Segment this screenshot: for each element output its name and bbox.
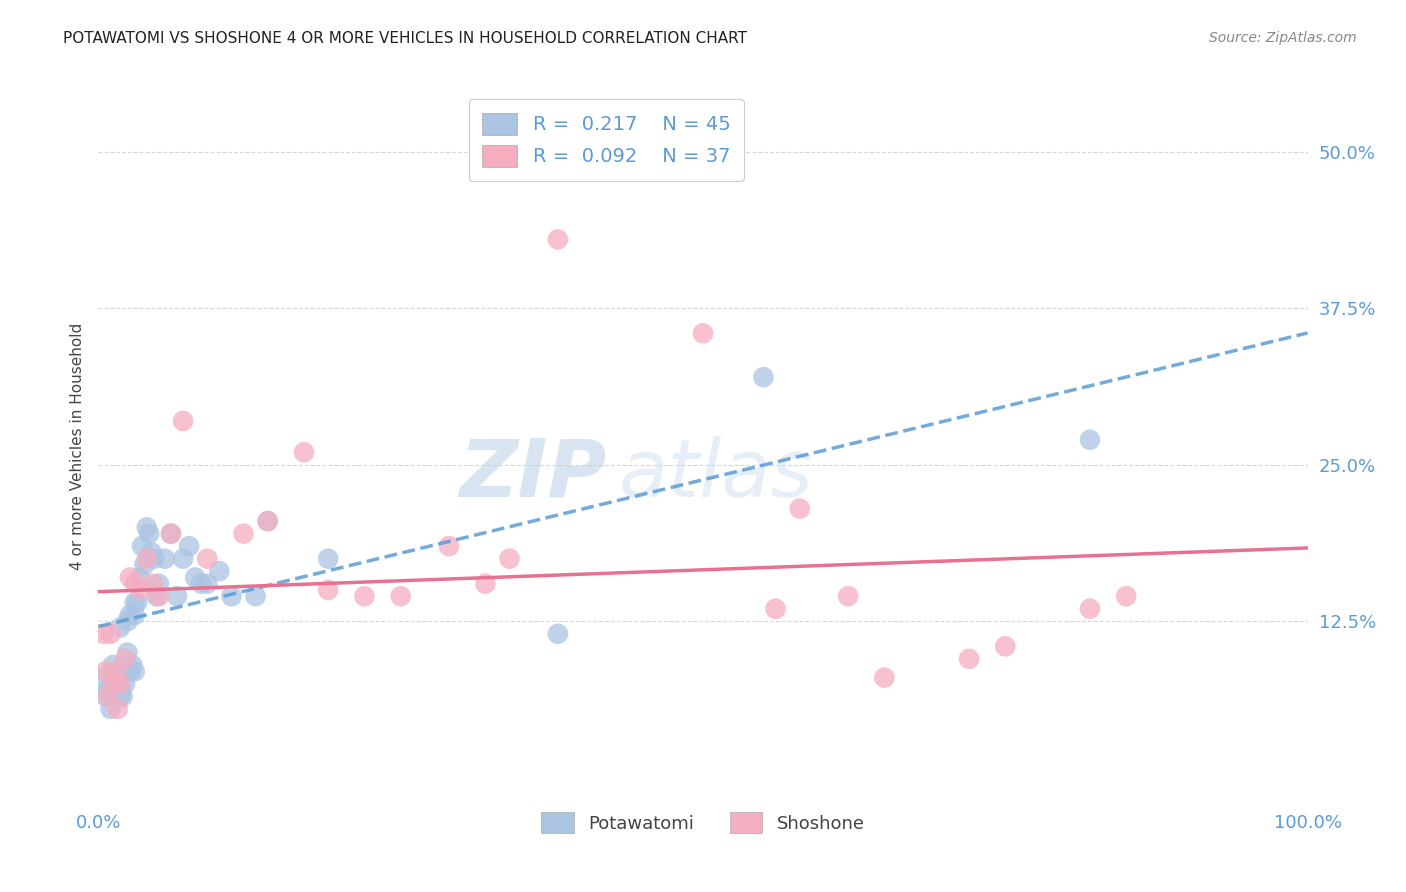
Point bbox=[97, 683, 120, 698]
Point bbox=[547, 627, 569, 641]
Point bbox=[118, 665, 141, 679]
Point bbox=[135, 520, 157, 534]
Point bbox=[117, 646, 139, 660]
Point bbox=[292, 445, 315, 459]
Point bbox=[221, 589, 243, 603]
Point bbox=[128, 570, 150, 584]
Point bbox=[108, 621, 131, 635]
Point bbox=[160, 526, 183, 541]
Point bbox=[134, 558, 156, 572]
Point bbox=[498, 551, 520, 566]
Point bbox=[117, 614, 139, 628]
Point bbox=[124, 576, 146, 591]
Point bbox=[789, 501, 811, 516]
Point bbox=[172, 551, 194, 566]
Point bbox=[138, 526, 160, 541]
Point bbox=[547, 232, 569, 246]
Point bbox=[873, 671, 896, 685]
Point bbox=[108, 690, 131, 704]
Point bbox=[100, 702, 122, 716]
Point bbox=[166, 589, 188, 603]
Point bbox=[135, 551, 157, 566]
Point bbox=[124, 607, 146, 622]
Point bbox=[94, 665, 117, 679]
Text: POTAWATOMI VS SHOSHONE 4 OR MORE VEHICLES IN HOUSEHOLD CORRELATION CHART: POTAWATOMI VS SHOSHONE 4 OR MORE VEHICLE… bbox=[63, 31, 747, 46]
Point bbox=[101, 658, 124, 673]
Point bbox=[107, 665, 129, 679]
Point bbox=[353, 589, 375, 603]
Point bbox=[957, 652, 980, 666]
Point bbox=[141, 545, 163, 559]
Point bbox=[97, 690, 120, 704]
Point bbox=[190, 576, 212, 591]
Point bbox=[121, 658, 143, 673]
Point bbox=[100, 627, 122, 641]
Point bbox=[145, 589, 167, 603]
Point bbox=[101, 677, 124, 691]
Point bbox=[1115, 589, 1137, 603]
Point bbox=[118, 607, 141, 622]
Point bbox=[124, 665, 146, 679]
Point bbox=[208, 564, 231, 578]
Point bbox=[111, 690, 134, 704]
Point bbox=[114, 677, 136, 691]
Point bbox=[256, 514, 278, 528]
Point bbox=[148, 576, 170, 591]
Point bbox=[184, 570, 207, 584]
Point bbox=[104, 665, 127, 679]
Point bbox=[437, 539, 460, 553]
Point bbox=[124, 595, 146, 609]
Point bbox=[131, 539, 153, 553]
Point bbox=[91, 671, 114, 685]
Point bbox=[148, 589, 170, 603]
Point bbox=[474, 576, 496, 591]
Point bbox=[256, 514, 278, 528]
Point bbox=[245, 589, 267, 603]
Point bbox=[316, 582, 339, 597]
Point bbox=[692, 326, 714, 341]
Point bbox=[765, 601, 787, 615]
Point bbox=[142, 576, 165, 591]
Point bbox=[179, 539, 201, 553]
Point bbox=[104, 677, 127, 691]
Point bbox=[195, 576, 218, 591]
Point bbox=[172, 414, 194, 428]
Point bbox=[143, 551, 166, 566]
Point bbox=[389, 589, 412, 603]
Point bbox=[153, 551, 176, 566]
Point bbox=[837, 589, 859, 603]
Text: atlas: atlas bbox=[619, 435, 813, 514]
Text: ZIP: ZIP bbox=[458, 435, 606, 514]
Point bbox=[994, 640, 1017, 654]
Point bbox=[107, 702, 129, 716]
Point bbox=[127, 595, 149, 609]
Point bbox=[752, 370, 775, 384]
Point bbox=[232, 526, 254, 541]
Point bbox=[94, 690, 117, 704]
Point bbox=[316, 551, 339, 566]
Point bbox=[129, 582, 152, 597]
Point bbox=[114, 652, 136, 666]
Point bbox=[108, 677, 131, 691]
Point bbox=[118, 570, 141, 584]
Legend: Potawatomi, Shoshone: Potawatomi, Shoshone bbox=[534, 805, 872, 840]
Point bbox=[1078, 433, 1101, 447]
Point bbox=[91, 627, 114, 641]
Point bbox=[195, 551, 218, 566]
Point bbox=[1078, 601, 1101, 615]
Y-axis label: 4 or more Vehicles in Household: 4 or more Vehicles in Household bbox=[69, 322, 84, 570]
Text: Source: ZipAtlas.com: Source: ZipAtlas.com bbox=[1209, 31, 1357, 45]
Point bbox=[160, 526, 183, 541]
